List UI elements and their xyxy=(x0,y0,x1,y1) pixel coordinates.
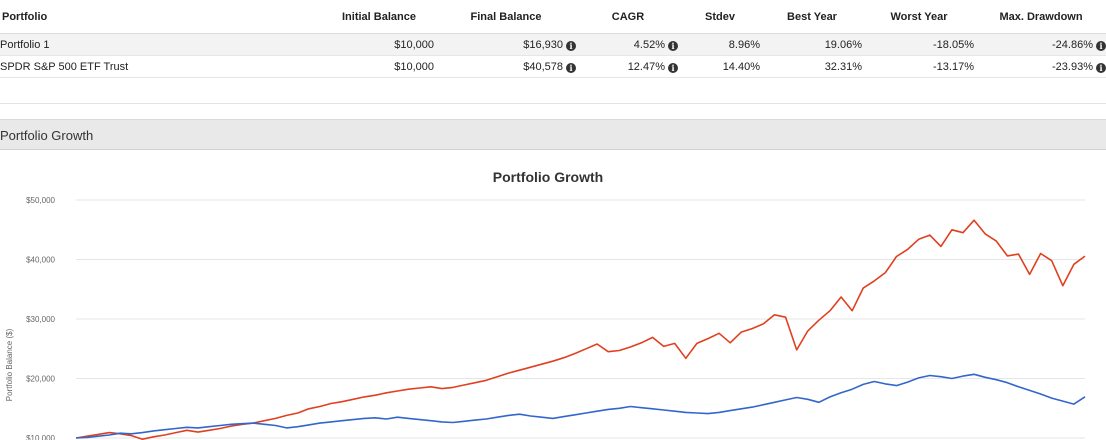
row-best-year: 32.31% xyxy=(760,55,862,78)
grid-lines xyxy=(76,199,1085,439)
row-worst-year: -13.17% xyxy=(862,55,974,78)
info-circle-icon[interactable]: i xyxy=(566,40,576,51)
header-cagr: CAGR xyxy=(576,0,678,34)
table-header-row: Portfolio Initial Balance Final Balance … xyxy=(0,0,1106,34)
row-cagr: 12.47% i xyxy=(576,55,678,78)
final-balance-value: $16,930 xyxy=(523,38,563,51)
series-line[interactable] xyxy=(75,373,1086,439)
header-worst-year: Worst Year xyxy=(862,0,974,34)
section-divider xyxy=(0,103,1106,104)
series-lines xyxy=(75,219,1086,440)
row-final-balance: $40,578 i xyxy=(434,55,576,78)
cagr-value: 4.52% xyxy=(633,38,665,51)
row-initial-balance: $10,000 xyxy=(322,33,434,56)
row-stdev: 14.40% xyxy=(678,55,760,78)
header-final-balance: Final Balance xyxy=(434,0,576,34)
y-axis-label: Portfolio Balance ($) xyxy=(5,328,14,401)
info-circle-icon[interactable]: i xyxy=(668,62,678,73)
row-best-year: 19.06% xyxy=(760,33,862,56)
row-cagr: 4.52% i xyxy=(576,33,678,56)
y-tick-label: $20,000 xyxy=(26,375,55,384)
portfolio-growth-panel-header[interactable]: Portfolio Growth xyxy=(0,119,1106,150)
y-tick-label: $50,000 xyxy=(26,196,55,205)
y-axis-ticks: $10,000 $20,000 $30,000 $40,000 $50,000 xyxy=(26,196,55,440)
series-line[interactable] xyxy=(75,219,1086,440)
table-row: Portfolio 1 $10,000 $16,930 i 4.52% i 8.96… xyxy=(0,33,1106,56)
table-row: SPDR S&P 500 ETF Trust $10,000 $40,578 i … xyxy=(0,55,1106,78)
chart-title: Portfolio Growth xyxy=(493,169,603,185)
y-tick-label: $40,000 xyxy=(26,256,55,265)
row-final-balance: $16,930 i xyxy=(434,33,576,56)
row-max-drawdown: -23.93% i xyxy=(974,55,1106,78)
panel-title: Portfolio Growth xyxy=(0,128,94,143)
row-worst-year: -18.05% xyxy=(862,33,974,56)
header-max-drawdown: Max. Drawdown xyxy=(974,0,1106,34)
header-initial-balance: Initial Balance xyxy=(322,0,434,34)
info-circle-icon[interactable]: i xyxy=(1096,62,1106,73)
portfolio-stats-table: Portfolio Initial Balance Final Balance … xyxy=(0,0,1106,78)
info-circle-icon[interactable]: i xyxy=(1096,40,1106,51)
header-best-year: Best Year xyxy=(760,0,862,34)
row-portfolio-name: Portfolio 1 xyxy=(0,33,322,56)
drawdown-value: -23.93% xyxy=(1052,60,1093,73)
info-circle-icon[interactable]: i xyxy=(668,40,678,51)
header-portfolio: Portfolio xyxy=(0,0,322,34)
cagr-value: 12.47% xyxy=(627,60,665,73)
y-tick-label: $10,000 xyxy=(26,434,55,440)
row-max-drawdown: -24.86% i xyxy=(974,33,1106,56)
info-circle-icon[interactable]: i xyxy=(566,62,576,73)
portfolio-growth-chart: Portfolio Growth Portfolio Balance ($) $… xyxy=(5,169,1086,440)
row-stdev: 8.96% xyxy=(678,33,760,56)
row-portfolio-name: SPDR S&P 500 ETF Trust xyxy=(0,55,322,78)
final-balance-value: $40,578 xyxy=(523,60,563,73)
header-stdev: Stdev xyxy=(678,0,760,34)
drawdown-value: -24.86% xyxy=(1052,38,1093,51)
y-tick-label: $30,000 xyxy=(26,315,55,324)
row-initial-balance: $10,000 xyxy=(322,55,434,78)
